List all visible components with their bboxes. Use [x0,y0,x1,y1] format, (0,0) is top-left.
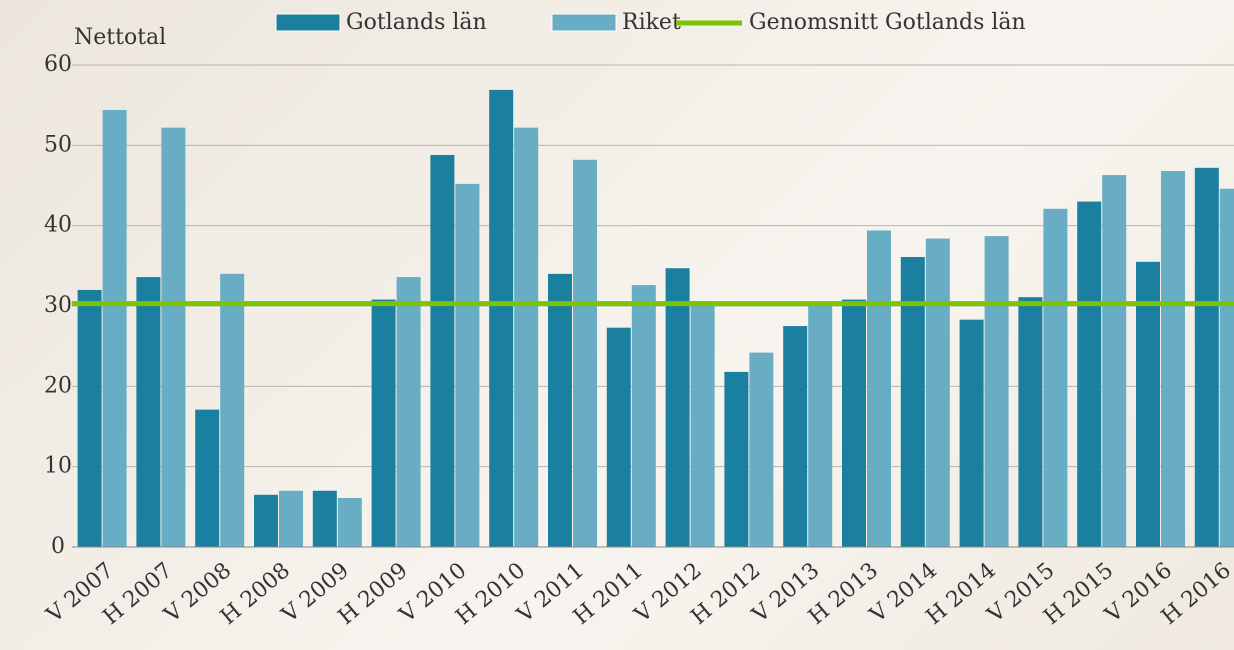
bar [842,299,866,547]
bar [254,494,278,547]
y-tick-label: 60 [44,52,72,77]
bar [631,285,656,547]
bar [136,277,161,547]
bar [900,256,925,547]
bar [1102,175,1127,547]
y-tick-label: 30 [44,293,72,318]
legend-swatch [551,13,617,32]
legend-label: Genomsnitt Gotlands län [749,10,1026,35]
bar [371,299,396,547]
bar [724,371,749,547]
y-tick-label: 50 [44,132,72,157]
bar [867,230,891,547]
bar [337,497,362,547]
bar [195,409,220,547]
bar [455,183,480,548]
bar [783,326,808,547]
bar [606,327,631,547]
bar [1136,261,1160,547]
bar [1018,297,1043,547]
bar [1077,201,1102,548]
bar [925,238,950,547]
y-tick-label: 0 [51,534,65,559]
y-tick-label: 20 [44,373,72,398]
bar [1161,171,1185,548]
bar [396,277,421,547]
bar [514,127,539,547]
bar [161,127,186,547]
bar [573,159,597,547]
bar [665,268,690,547]
y-tick-label: 10 [44,454,72,479]
bar [959,319,984,547]
y-tick-label: 40 [44,213,72,238]
bar [1043,208,1068,547]
bar [312,490,337,547]
bar [690,301,715,547]
bar [1219,188,1234,548]
bar [749,352,774,547]
bar [102,109,127,547]
y-axis-label: Nettotal [74,25,166,50]
bar [984,236,1009,548]
bar [808,302,833,547]
bar [279,490,303,547]
legend-label: Riket [622,10,681,35]
bar [489,89,514,548]
bar [1194,167,1219,547]
bar [548,273,572,547]
legend-label: Gotlands län [346,10,487,35]
bar [77,289,102,547]
bar [430,154,455,547]
legend-swatch [275,13,341,32]
bar [220,273,245,547]
